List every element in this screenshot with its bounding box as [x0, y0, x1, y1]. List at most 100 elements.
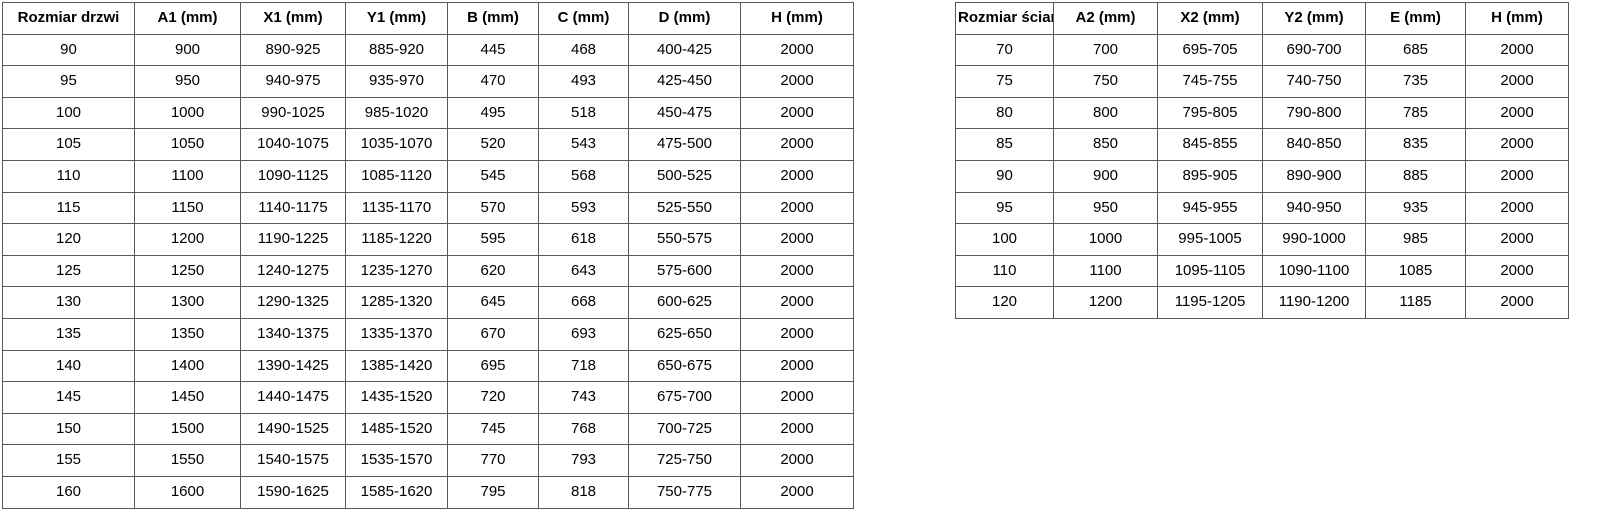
column-header-doors-4: B (mm) — [447, 2, 539, 35]
table-cell: 885-920 — [345, 33, 448, 67]
table-cell: 643 — [538, 254, 629, 288]
table-cell: 568 — [538, 159, 629, 193]
table-row: 155 1550 1540-1575 1535-1570 770 793 725-750 20… — [2, 444, 854, 477]
column-header-doors-6: D (mm) — [628, 2, 741, 35]
table-cell: 1140-1175 — [240, 191, 346, 225]
table-row: 145 1450 1440-1475 1435-1520 720 743 675-700 20… — [2, 381, 854, 414]
table-cell: 120 — [2, 223, 135, 256]
table-cell: 685 — [1365, 33, 1466, 67]
table-row: 70 700 695-705 690-700 685 2000 — [955, 33, 1569, 67]
table-cell: 735 — [1365, 65, 1466, 98]
table-cell: 1100 — [1053, 254, 1158, 288]
table-cell: 945-955 — [1157, 191, 1263, 225]
table-cell: 2000 — [1465, 191, 1569, 225]
table-cell: 985-1020 — [345, 96, 448, 130]
table-cell: 500-525 — [628, 159, 741, 193]
table-cell: 1285-1320 — [345, 286, 448, 319]
table-row: 160 1600 1590-1625 1585-1620 795 818 750-775 20… — [2, 475, 854, 509]
table-cell: 950 — [1053, 191, 1158, 225]
table-cell: 425-450 — [628, 65, 741, 98]
table-cell: 1240-1275 — [240, 254, 346, 288]
table-cell: 130 — [2, 286, 135, 319]
table-cell: 1335-1370 — [345, 317, 448, 351]
table-cell: 2000 — [740, 191, 854, 225]
table-cell: 2000 — [1465, 254, 1569, 288]
column-header-walls-0: Rozmiar ścianki — [955, 2, 1054, 35]
table-cell: 1035-1070 — [345, 128, 448, 161]
table-cell: 470 — [447, 65, 539, 98]
table-cell: 1300 — [134, 286, 241, 319]
column-header-walls-4: E (mm) — [1365, 2, 1466, 35]
table-cell: 2000 — [1465, 128, 1569, 161]
table-cell: 525-550 — [628, 191, 741, 225]
table-cell: 2000 — [740, 444, 854, 477]
table-cell: 593 — [538, 191, 629, 225]
table-cell: 495 — [447, 96, 539, 130]
table-row: 110 1100 1090-1125 1085-1120 545 568 500-525 20… — [2, 159, 854, 193]
table-row: 150 1500 1490-1525 1485-1520 745 768 700-725 20… — [2, 412, 854, 446]
table-cell: 1185-1220 — [345, 223, 448, 256]
table-row: 110 1100 1095-1105 1090-1100 1085 2000 — [955, 254, 1569, 288]
table-cell: 90 — [955, 159, 1054, 193]
table-cell: 2000 — [740, 412, 854, 446]
table-cell: 1585-1620 — [345, 475, 448, 509]
table-cell: 845-855 — [1157, 128, 1263, 161]
table-cell: 700-725 — [628, 412, 741, 446]
table-cell: 1040-1075 — [240, 128, 346, 161]
wall-panel-size-specification-table: Rozmiar ściankiA2 (mm)X2 (mm)Y2 (mm)E (m… — [955, 2, 1569, 319]
table-cell: 720 — [447, 381, 539, 414]
table-row: 90 900 890-925 885-920 445 468 400-425 2000 — [2, 33, 854, 67]
table-cell: 1435-1520 — [345, 381, 448, 414]
column-header-doors-2: X1 (mm) — [240, 2, 346, 35]
table-row: 130 1300 1290-1325 1285-1320 645 668 600-625 20… — [2, 286, 854, 319]
table-row: 95 950 945-955 940-950 935 2000 — [955, 191, 1569, 225]
table-cell: 160 — [2, 475, 135, 509]
table-cell: 2000 — [1465, 159, 1569, 193]
table-cell: 1385-1420 — [345, 349, 448, 383]
table-cell: 140 — [2, 349, 135, 383]
column-header-walls-2: X2 (mm) — [1157, 2, 1263, 35]
table-cell: 1485-1520 — [345, 412, 448, 446]
table-cell: 1250 — [134, 254, 241, 288]
table-cell: 135 — [2, 317, 135, 351]
column-header-doors-3: Y1 (mm) — [345, 2, 448, 35]
table-cell: 995-1005 — [1157, 223, 1263, 256]
table-cell: 1500 — [134, 412, 241, 446]
table-cell: 940-950 — [1262, 191, 1366, 225]
table-cell: 990-1025 — [240, 96, 346, 130]
table-cell: 90 — [2, 33, 135, 67]
table-cell: 100 — [2, 96, 135, 130]
table-cell: 700 — [1053, 33, 1158, 67]
table-cell: 900 — [134, 33, 241, 67]
table-cell: 793 — [538, 444, 629, 477]
table-cell: 80 — [955, 96, 1054, 130]
doors-table-header: Rozmiar drzwi A1 (mm) X1 (mm) Y1 (mm) B (mm)… — [2, 2, 854, 35]
table-cell: 2000 — [740, 317, 854, 351]
table-cell: 935-970 — [345, 65, 448, 98]
table-cell: 795 — [447, 475, 539, 509]
table-cell: 895-905 — [1157, 159, 1263, 193]
table-cell: 890-900 — [1262, 159, 1366, 193]
table-cell: 745 — [447, 412, 539, 446]
table-cell: 750 — [1053, 65, 1158, 98]
table-cell: 740-750 — [1262, 65, 1366, 98]
table-cell: 1390-1425 — [240, 349, 346, 383]
table-cell: 1535-1570 — [345, 444, 448, 477]
table-cell: 155 — [2, 444, 135, 477]
table-cell: 750-775 — [628, 475, 741, 509]
column-header-doors-5: C (mm) — [538, 2, 629, 35]
table-cell: 1490-1525 — [240, 412, 346, 446]
table-cell: 1440-1475 — [240, 381, 346, 414]
table-cell: 150 — [2, 412, 135, 446]
table-row: 105 1050 1040-1075 1035-1070 520 543 475-500 20… — [2, 128, 854, 161]
table-cell: 2000 — [1465, 223, 1569, 256]
table-cell: 1085 — [1365, 254, 1466, 288]
table-cell: 2000 — [1465, 33, 1569, 67]
table-cell: 695-705 — [1157, 33, 1263, 67]
table-row: 80 800 795-805 790-800 785 2000 — [955, 96, 1569, 130]
table-cell: 1185 — [1365, 286, 1466, 319]
table-cell: 2000 — [740, 475, 854, 509]
table-row: 140 1400 1390-1425 1385-1420 695 718 650-675 20… — [2, 349, 854, 383]
table-cell: 145 — [2, 381, 135, 414]
